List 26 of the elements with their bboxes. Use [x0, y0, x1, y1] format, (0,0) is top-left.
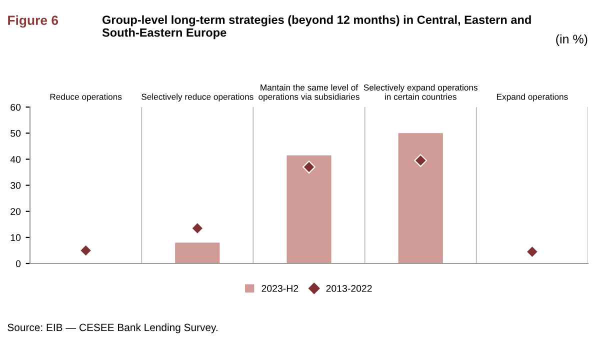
x-tick-label: Expand operations [497, 94, 568, 102]
x-tick-label: Reduce operations [50, 94, 122, 102]
bar [175, 242, 220, 264]
legend-label: 2013-2022 [326, 285, 372, 292]
point [79, 244, 92, 257]
x-tick-label: Selectively reduce operations [142, 94, 254, 102]
legend-label: 2023-H2 [262, 285, 298, 292]
point [414, 154, 428, 167]
bar [286, 155, 332, 264]
y-tick-label: 40 [10, 156, 21, 163]
point [302, 160, 316, 174]
y-tick-label: 20 [10, 208, 21, 215]
chart-subtitle: (in %) [556, 34, 588, 46]
x-tick-label: Selectively expand operations in certain countries [364, 84, 478, 100]
y-tick-label: 50 [10, 130, 21, 137]
source-note: Source: EIB — CESEE Bank Lending Survey. [8, 323, 218, 334]
point [190, 222, 204, 235]
x-tick-label: Mantain the same level of operations via subsidiaries [258, 84, 360, 102]
chart-title: Group-level long-term strategies (beyond 12 months) in Central, Eastern and South-Eastern Europe [102, 15, 531, 40]
bar [398, 133, 443, 264]
point [526, 245, 539, 258]
y-tick-label: 30 [10, 182, 21, 189]
y-tick-label: 0 [16, 260, 21, 268]
y-tick-label: 10 [10, 234, 21, 242]
caption: Figure 6 [8, 15, 58, 28]
y-tick-label: 60 [10, 104, 21, 111]
